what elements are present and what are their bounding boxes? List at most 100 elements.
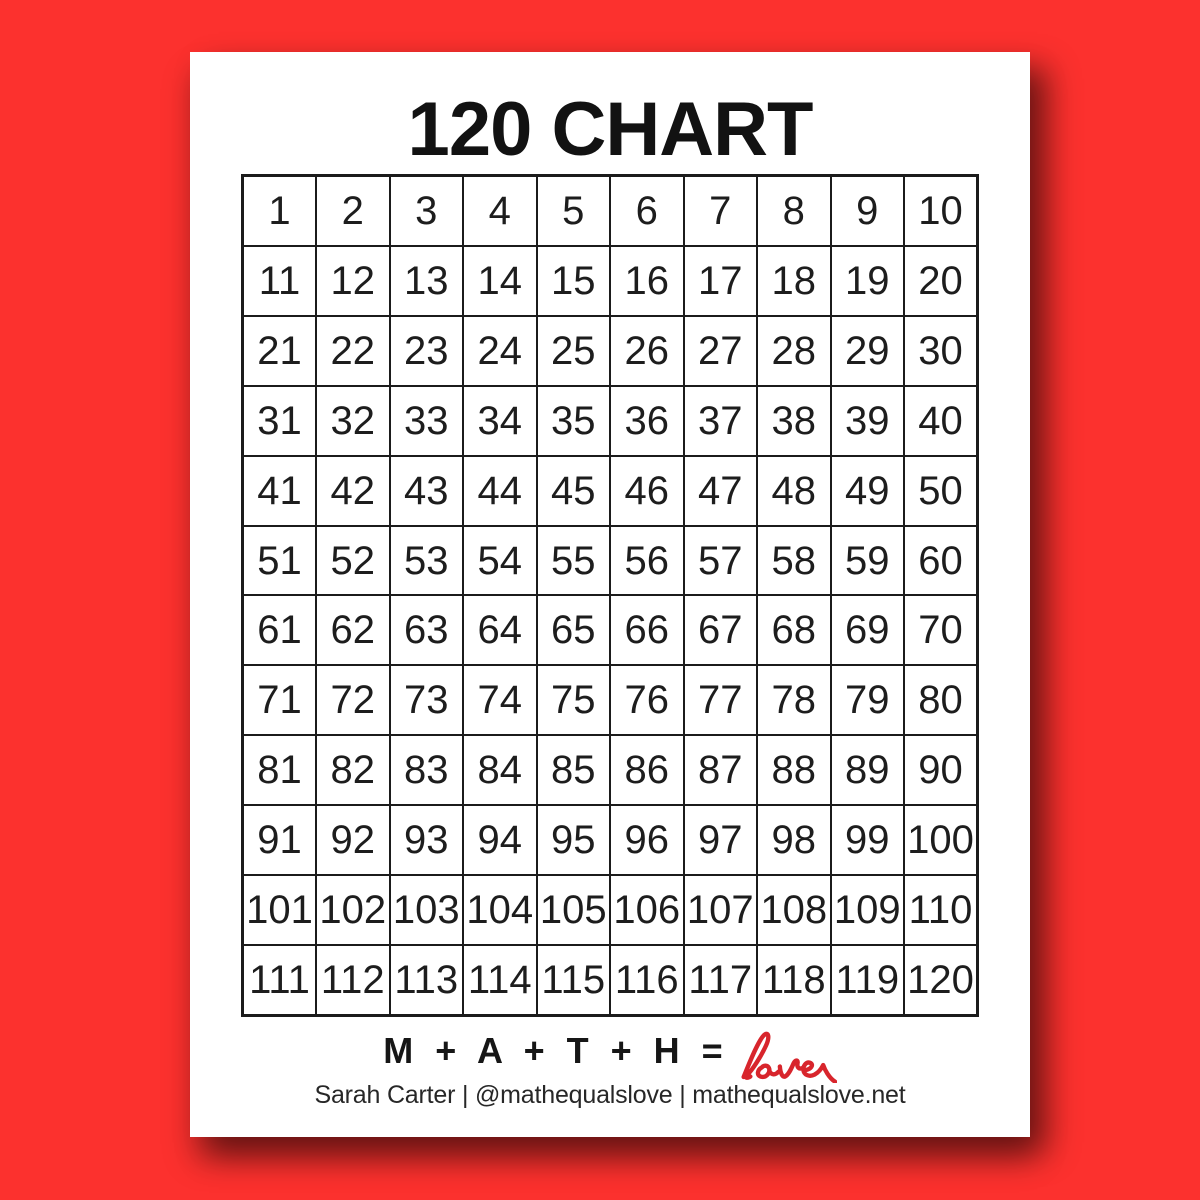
grid-cell-37: 37 xyxy=(682,384,758,457)
grid-cell-69: 69 xyxy=(829,594,905,667)
grid-cell-74: 74 xyxy=(462,664,538,737)
grid-cell-61: 61 xyxy=(241,594,317,667)
grid-cell-26: 26 xyxy=(609,315,685,387)
grid-cell-91: 91 xyxy=(241,804,317,876)
grid-cell-60: 60 xyxy=(903,524,979,597)
grid-row: 11 12 13 14 15 16 17 18 19 20 xyxy=(241,245,979,318)
grid-cell-79: 79 xyxy=(829,664,905,737)
footer: M + A + T + H = Sarah Carter | @mathequa… xyxy=(190,1022,1030,1110)
grid-cell-45: 45 xyxy=(535,454,611,527)
grid-cell-19: 19 xyxy=(829,245,905,318)
grid-cell-5: 5 xyxy=(535,174,611,248)
grid-cell-118: 118 xyxy=(756,943,832,1017)
grid-row: 101 102 103 104 105 106 107 108 109 110 xyxy=(241,873,979,946)
grid-cell-114: 114 xyxy=(462,943,538,1017)
grid-cell-6: 6 xyxy=(609,174,685,248)
grid-cell-117: 117 xyxy=(682,943,758,1017)
grid-cell-31: 31 xyxy=(241,384,317,457)
grid-row: 91 92 93 94 95 96 97 98 99 100 xyxy=(241,804,979,876)
grid-cell-112: 112 xyxy=(315,943,391,1017)
grid-cell-21: 21 xyxy=(241,315,317,387)
grid-cell-110: 110 xyxy=(903,873,979,946)
grid-cell-58: 58 xyxy=(756,524,832,597)
grid-cell-54: 54 xyxy=(462,524,538,597)
grid-cell-115: 115 xyxy=(535,943,611,1017)
grid-cell-84: 84 xyxy=(462,734,538,807)
grid-cell-20: 20 xyxy=(903,245,979,318)
grid-cell-80: 80 xyxy=(903,664,979,737)
grid-cell-13: 13 xyxy=(388,245,464,318)
grid-cell-34: 34 xyxy=(462,384,538,457)
grid-cell-82: 82 xyxy=(315,734,391,807)
math-equals-love-line: M + A + T + H = xyxy=(190,1022,1030,1083)
grid-cell-55: 55 xyxy=(535,524,611,597)
grid-cell-95: 95 xyxy=(535,804,611,876)
grid-cell-9: 9 xyxy=(829,174,905,248)
grid-cell-116: 116 xyxy=(609,943,685,1017)
grid-cell-96: 96 xyxy=(609,804,685,876)
grid-row: 51 52 53 54 55 56 57 58 59 60 xyxy=(241,524,979,597)
grid-cell-29: 29 xyxy=(829,315,905,387)
grid-cell-36: 36 xyxy=(609,384,685,457)
grid-cell-18: 18 xyxy=(756,245,832,318)
grid-cell-8: 8 xyxy=(756,174,832,248)
grid-cell-78: 78 xyxy=(756,664,832,737)
grid-cell-87: 87 xyxy=(682,734,758,807)
grid-cell-17: 17 xyxy=(682,245,758,318)
grid-row: 31 32 33 34 35 36 37 38 39 40 xyxy=(241,384,979,457)
grid-cell-30: 30 xyxy=(903,315,979,387)
grid-cell-92: 92 xyxy=(315,804,391,876)
grid-row: 1 2 3 4 5 6 7 8 9 10 xyxy=(241,174,979,248)
grid-cell-90: 90 xyxy=(903,734,979,807)
grid-cell-75: 75 xyxy=(535,664,611,737)
number-grid: 1 2 3 4 5 6 7 8 9 10 11 12 13 14 15 16 17 18 19 20 21 22 23 24 2… xyxy=(241,174,979,1017)
grid-cell-106: 106 xyxy=(609,873,685,946)
love-script-icon xyxy=(741,1031,837,1083)
grid-cell-119: 119 xyxy=(829,943,905,1017)
grid-cell-43: 43 xyxy=(388,454,464,527)
grid-cell-83: 83 xyxy=(388,734,464,807)
byline-text: Sarah Carter | @mathequalslove | mathequ… xyxy=(314,1081,906,1109)
grid-cell-38: 38 xyxy=(756,384,832,457)
grid-cell-51: 51 xyxy=(241,524,317,597)
paper-sheet: 120 CHART 1 2 3 4 5 6 7 8 9 10 11 12 13 14 15 16 17 18 19 2… xyxy=(190,52,1030,1137)
grid-cell-41: 41 xyxy=(241,454,317,527)
grid-cell-25: 25 xyxy=(535,315,611,387)
grid-cell-1: 1 xyxy=(241,174,317,248)
grid-cell-7: 7 xyxy=(682,174,758,248)
grid-cell-49: 49 xyxy=(829,454,905,527)
grid-cell-3: 3 xyxy=(388,174,464,248)
grid-row: 41 42 43 44 45 46 47 48 49 50 xyxy=(241,454,979,527)
grid-cell-71: 71 xyxy=(241,664,317,737)
grid-cell-107: 107 xyxy=(682,873,758,946)
grid-cell-56: 56 xyxy=(609,524,685,597)
grid-cell-88: 88 xyxy=(756,734,832,807)
grid-cell-10: 10 xyxy=(903,174,979,248)
grid-cell-109: 109 xyxy=(829,873,905,946)
grid-cell-44: 44 xyxy=(462,454,538,527)
grid-cell-50: 50 xyxy=(903,454,979,527)
grid-cell-89: 89 xyxy=(829,734,905,807)
grid-cell-101: 101 xyxy=(241,873,317,946)
grid-cell-108: 108 xyxy=(756,873,832,946)
grid-cell-33: 33 xyxy=(388,384,464,457)
grid-cell-113: 113 xyxy=(388,943,464,1017)
grid-cell-47: 47 xyxy=(682,454,758,527)
grid-cell-103: 103 xyxy=(388,873,464,946)
math-equation-text: M + A + T + H = xyxy=(383,1030,725,1071)
grid-cell-22: 22 xyxy=(315,315,391,387)
grid-cell-76: 76 xyxy=(609,664,685,737)
grid-cell-68: 68 xyxy=(756,594,832,667)
grid-cell-102: 102 xyxy=(315,873,391,946)
grid-cell-73: 73 xyxy=(388,664,464,737)
grid-cell-105: 105 xyxy=(535,873,611,946)
grid-cell-35: 35 xyxy=(535,384,611,457)
grid-cell-67: 67 xyxy=(682,594,758,667)
grid-cell-93: 93 xyxy=(388,804,464,876)
grid-cell-100: 100 xyxy=(903,804,979,876)
grid-cell-2: 2 xyxy=(315,174,391,248)
grid-cell-99: 99 xyxy=(829,804,905,876)
grid-cell-81: 81 xyxy=(241,734,317,807)
grid-cell-14: 14 xyxy=(462,245,538,318)
